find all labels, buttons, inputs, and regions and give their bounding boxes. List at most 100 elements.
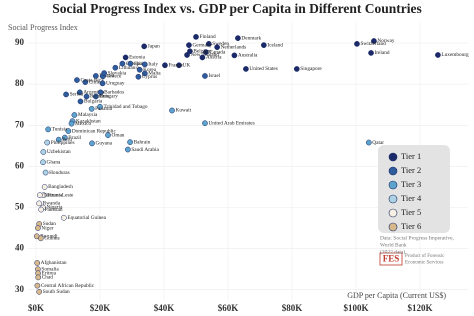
- data-point: [127, 60, 134, 67]
- point-label: Lithuania: [119, 65, 140, 71]
- point-label: Austria: [206, 55, 222, 61]
- data-point: [162, 62, 168, 69]
- data-point: [231, 52, 238, 59]
- point-label: Czechia: [126, 61, 144, 67]
- data-point: [205, 41, 212, 47]
- point-label: Netherlands: [221, 44, 247, 50]
- logo-box: [379, 252, 403, 266]
- data-point: [61, 134, 68, 141]
- data-point: [35, 274, 42, 281]
- point-label: Honduras: [49, 170, 70, 176]
- data-point: [124, 146, 131, 153]
- point-label: Romania: [90, 94, 110, 100]
- point-label: Argentina: [83, 90, 105, 96]
- point-label: Malta: [148, 71, 161, 77]
- data-point: [186, 42, 192, 48]
- point-label: Italy: [148, 62, 158, 68]
- point-label: Trinidad and Tobago: [104, 104, 148, 110]
- data-point: [293, 66, 300, 72]
- point-label: New Zealand: [191, 52, 220, 58]
- point-label: Pakistan: [45, 207, 63, 213]
- data-point: [97, 89, 104, 96]
- y-tick-label: 70: [15, 119, 25, 129]
- y-axis-label: Social Progress Index: [8, 23, 78, 32]
- point-label: Nigeria: [47, 205, 64, 211]
- data-point: [77, 98, 84, 105]
- data-point: [88, 105, 95, 112]
- point-label: Singapore: [300, 66, 322, 72]
- point-label: Iceland: [267, 42, 283, 48]
- point-label: UK: [183, 62, 191, 68]
- legend-marker: [388, 166, 398, 176]
- data-point: [141, 70, 148, 77]
- data-point: [187, 48, 193, 55]
- point-label: Canada: [209, 49, 226, 55]
- point-label: Afghanistan: [41, 259, 67, 266]
- data-point: [169, 107, 175, 114]
- point-label: Bahrain: [134, 139, 151, 145]
- point-label: Australia: [238, 53, 258, 59]
- data-point: [40, 159, 46, 166]
- notes: FES Data: Social Progress Imperative,Wor…: [379, 235, 455, 266]
- data-point: [92, 93, 99, 100]
- legend-marker: [388, 180, 398, 190]
- data-point: [38, 206, 44, 213]
- data-point: [65, 128, 72, 134]
- y-tick-label: 60: [15, 160, 25, 170]
- point-label: Switzerland: [360, 41, 386, 47]
- legend-label: Tier 6: [401, 221, 421, 231]
- legend-label: Tier 5: [401, 207, 421, 217]
- data-point: [99, 80, 106, 87]
- point-label: United States: [249, 66, 277, 72]
- x-tick-label: $120K: [407, 303, 432, 313]
- chart-title: Social Progress Index vs. GDP per Capita…: [52, 1, 422, 16]
- point-label: Tunisia: [52, 127, 68, 133]
- data-point: [71, 112, 78, 118]
- data-point: [44, 139, 51, 146]
- data-point: [37, 235, 44, 242]
- data-point: [35, 225, 41, 231]
- point-label: Guinea: [44, 236, 60, 242]
- source-note: (2022 data).: [380, 248, 407, 255]
- data-point: [141, 61, 148, 68]
- point-label: Denmark: [241, 35, 261, 41]
- point-label: Equatorial Guinea: [67, 215, 106, 221]
- point-label: Greece: [106, 74, 122, 80]
- data-point: [82, 79, 89, 85]
- legend-label: Tier 4: [401, 193, 422, 203]
- point-label: Poland: [99, 73, 114, 79]
- data-point: [354, 41, 360, 47]
- point-label: Panama: [95, 106, 112, 112]
- source-note: Data: Social Progress Imperative,: [380, 235, 455, 241]
- data-point: [184, 52, 190, 58]
- data-point: [36, 192, 43, 199]
- point-label: Israel: [208, 73, 220, 79]
- data-point: [136, 66, 143, 73]
- point-label: Bangladesh: [48, 184, 73, 190]
- point-label: Guyana: [96, 141, 113, 147]
- data-point: [63, 91, 69, 98]
- data-point: [202, 120, 208, 127]
- legend-marker: [388, 152, 398, 162]
- data-point: [371, 38, 377, 44]
- data-point: [74, 77, 80, 83]
- data-point: [60, 214, 67, 221]
- point-label: Japan: [148, 44, 160, 50]
- data-point: [235, 35, 241, 41]
- legend-marker: [388, 208, 398, 218]
- point-label: Germany: [192, 42, 212, 48]
- point-label: Malaysia: [78, 112, 98, 118]
- data-point: [435, 52, 441, 58]
- data-point: [105, 132, 111, 138]
- data-point: [202, 73, 208, 79]
- data-point: [199, 54, 206, 61]
- point-label: Hungary: [99, 94, 118, 100]
- data-point: [83, 93, 90, 100]
- data-point: [112, 64, 119, 71]
- point-label: Sweden: [212, 41, 229, 47]
- y-tick-label: 80: [15, 78, 25, 88]
- point-label: Niger: [41, 225, 53, 231]
- point-label: Finland: [200, 34, 217, 40]
- data-point: [243, 66, 249, 72]
